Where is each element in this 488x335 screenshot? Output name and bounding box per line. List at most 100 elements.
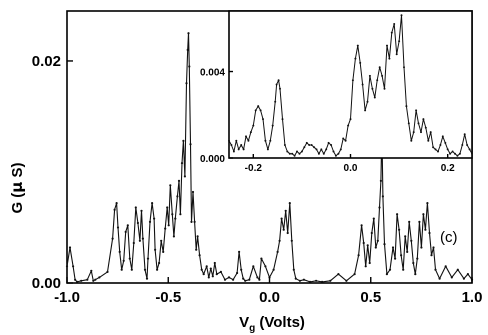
inset-data-point	[376, 79, 379, 82]
data-point	[211, 275, 214, 278]
data-point	[391, 246, 395, 249]
inset-data-point	[417, 122, 420, 125]
data-point	[321, 280, 324, 283]
inset-data-point	[463, 133, 466, 136]
data-point	[92, 279, 95, 282]
data-point	[187, 32, 190, 35]
inset-x-tick-label: 0.2	[441, 163, 455, 174]
data-point	[115, 202, 118, 205]
inset-data-point	[446, 148, 449, 151]
data-point	[177, 179, 181, 182]
data-point	[462, 277, 465, 280]
data-point	[410, 239, 413, 242]
inset-data-point	[264, 139, 267, 142]
data-point	[76, 280, 79, 283]
data-point	[223, 278, 227, 281]
data-point	[292, 268, 295, 271]
inset-series-line	[228, 14, 473, 157]
inset-data-point	[461, 144, 464, 146]
data-point	[200, 268, 203, 271]
data-point	[124, 230, 127, 233]
data-point	[282, 228, 285, 231]
data-point	[400, 254, 403, 257]
data-point	[232, 278, 235, 281]
data-point	[140, 209, 143, 212]
inset-data-point	[364, 109, 367, 112]
data-point	[215, 273, 218, 276]
inset-data-point	[398, 40, 401, 43]
x-tick-label: -1.0	[54, 289, 80, 306]
inset-data-point	[271, 124, 274, 127]
data-point	[374, 246, 377, 249]
inset-data-point	[275, 83, 278, 86]
data-point	[378, 206, 381, 209]
data-point	[366, 244, 369, 247]
data-point	[353, 273, 356, 276]
inset-data-point	[412, 131, 415, 134]
inset-data-point	[293, 154, 296, 157]
inset-data-point	[230, 144, 233, 146]
inset-data-point	[437, 150, 439, 153]
inset-data-point	[454, 152, 456, 155]
inset-data-point	[305, 141, 308, 144]
data-point	[196, 235, 199, 238]
inset-data-point	[388, 57, 391, 60]
data-point	[278, 239, 281, 242]
data-point	[68, 246, 72, 249]
inset-data-point	[451, 150, 454, 153]
data-point	[169, 184, 172, 187]
data-point	[164, 227, 167, 230]
inset-data-point	[390, 31, 393, 34]
data-point	[450, 276, 453, 279]
data-point	[113, 208, 116, 211]
inset-data-point	[429, 131, 432, 134]
inset-data-point	[286, 150, 289, 153]
inset-data-point	[235, 139, 238, 142]
inset-plot-frame	[228, 10, 473, 159]
inset-data-point	[347, 124, 350, 127]
data-point	[315, 279, 318, 282]
inset-data-point	[395, 53, 398, 56]
data-point	[288, 202, 291, 205]
data-point	[198, 254, 201, 257]
inset-data-point	[313, 146, 316, 149]
data-point	[286, 231, 289, 235]
data-point	[80, 279, 83, 282]
inset-data-point	[254, 109, 257, 112]
inset-data-point	[368, 74, 371, 77]
inset-data-point	[242, 148, 245, 151]
data-point	[213, 261, 216, 265]
data-point	[345, 279, 348, 282]
inset-data-point	[378, 66, 381, 69]
data-point	[240, 268, 243, 271]
inset-data-point	[232, 150, 235, 153]
data-point	[122, 259, 125, 262]
inset-data-point	[361, 83, 364, 86]
data-point	[180, 162, 184, 165]
data-point	[98, 276, 101, 279]
data-point	[280, 217, 283, 220]
data-point	[362, 241, 365, 245]
inset-data-point	[240, 144, 243, 146]
data-point	[298, 279, 301, 282]
data-point	[190, 220, 193, 223]
data-point	[434, 268, 437, 271]
inset-data-point	[322, 152, 325, 155]
data-point	[209, 267, 212, 270]
data-point	[408, 220, 411, 223]
data-point	[118, 250, 121, 253]
inset-data-point	[245, 135, 247, 138]
inset-data-point	[466, 144, 469, 146]
inset-data-point	[468, 148, 471, 151]
data-point	[260, 257, 263, 260]
data-point	[219, 270, 222, 273]
inset-data-point	[427, 139, 430, 142]
inset-data-point	[366, 100, 369, 103]
inset-data-point	[351, 79, 354, 82]
data-point	[329, 279, 332, 282]
inset-data-point	[259, 109, 262, 112]
inset-data-point	[393, 23, 396, 25]
data-point	[86, 278, 89, 281]
inset-data-point	[315, 148, 318, 151]
